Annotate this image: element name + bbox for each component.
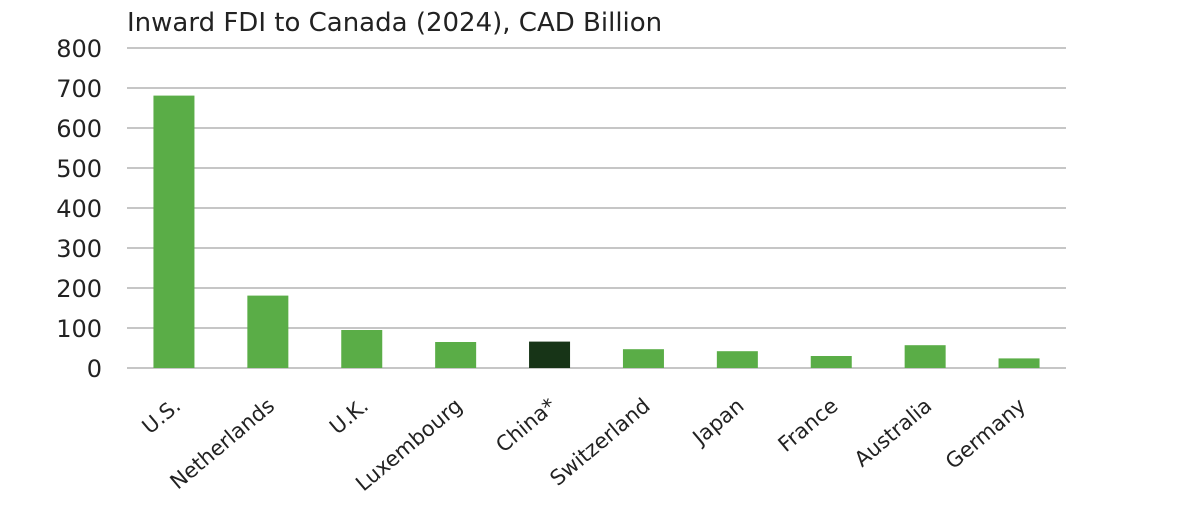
bar-switzerland bbox=[622, 349, 664, 368]
bar-china bbox=[529, 341, 571, 368]
bar-germany bbox=[998, 358, 1040, 368]
bar-u-s bbox=[153, 95, 195, 368]
bars bbox=[153, 95, 1040, 368]
y-axis-ticks: 0 100 200 300 400 500 600 700 800 bbox=[56, 35, 102, 383]
y-tick-label-200: 200 bbox=[56, 275, 102, 303]
bar-netherlands bbox=[247, 295, 289, 368]
chart-title: Inward FDI to Canada (2024), CAD Billion bbox=[127, 8, 662, 38]
y-tick-label-0: 0 bbox=[87, 355, 102, 383]
x-tick-label-australia: Australia bbox=[850, 393, 937, 471]
x-tick-label-china: China* bbox=[491, 393, 560, 457]
bar-luxembourg bbox=[435, 342, 477, 368]
bar-u-k bbox=[341, 330, 383, 368]
x-tick-label-japan: Japan bbox=[687, 393, 749, 450]
bar-australia bbox=[904, 345, 946, 368]
x-axis-labels: U.S.Netherlands U.K.Luxembourg China*Switz… bbox=[138, 393, 1031, 496]
y-tick-label-600: 600 bbox=[56, 115, 102, 143]
y-tick-label-800: 800 bbox=[56, 35, 102, 63]
x-tick-label-netherlands: Netherlands bbox=[166, 393, 279, 494]
x-tick-label-u-k: U.K. bbox=[325, 393, 373, 439]
y-tick-label-500: 500 bbox=[56, 155, 102, 183]
y-tick-label-400: 400 bbox=[56, 195, 102, 223]
bar-france bbox=[810, 356, 852, 368]
bar-japan bbox=[716, 351, 758, 368]
y-tick-label-100: 100 bbox=[56, 315, 102, 343]
x-tick-label-france: France bbox=[774, 393, 843, 456]
x-tick-label-u-s: U.S. bbox=[138, 393, 186, 438]
x-tick-label-germany: Germany bbox=[941, 393, 1030, 473]
y-tick-label-700: 700 bbox=[56, 75, 102, 103]
x-tick-label-switzerland: Switzerland bbox=[545, 393, 654, 490]
y-tick-label-300: 300 bbox=[56, 235, 102, 263]
